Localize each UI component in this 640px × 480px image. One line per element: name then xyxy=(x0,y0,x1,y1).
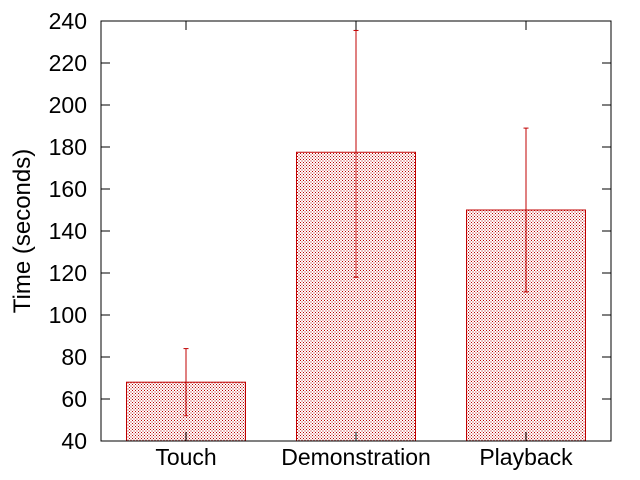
y-tick-label: 240 xyxy=(49,8,87,34)
x-tick-label-playback: Playback xyxy=(479,444,573,470)
y-tick-label: 40 xyxy=(61,428,87,454)
x-tick-label-demonstration: Demonstration xyxy=(281,444,431,470)
y-tick-label: 220 xyxy=(49,50,87,76)
y-tick-label: 180 xyxy=(49,134,87,160)
y-tick-label: 100 xyxy=(49,302,87,328)
x-axis: Touch Demonstration Playback xyxy=(155,21,573,470)
y-tick-label: 140 xyxy=(49,218,87,244)
y-axis: 40 60 80 100 120 140 160 180 200 220 240 xyxy=(49,8,611,454)
error-bars-layer xyxy=(183,29,529,417)
y-tick-label: 60 xyxy=(61,386,87,412)
y-tick-label: 160 xyxy=(49,176,87,202)
y-tick-label: 80 xyxy=(61,344,87,370)
x-tick-label-touch: Touch xyxy=(155,444,216,470)
y-axis-title: Time (seconds) xyxy=(9,149,36,313)
y-tick-label: 120 xyxy=(49,260,87,286)
y-tick-label: 200 xyxy=(49,92,87,118)
